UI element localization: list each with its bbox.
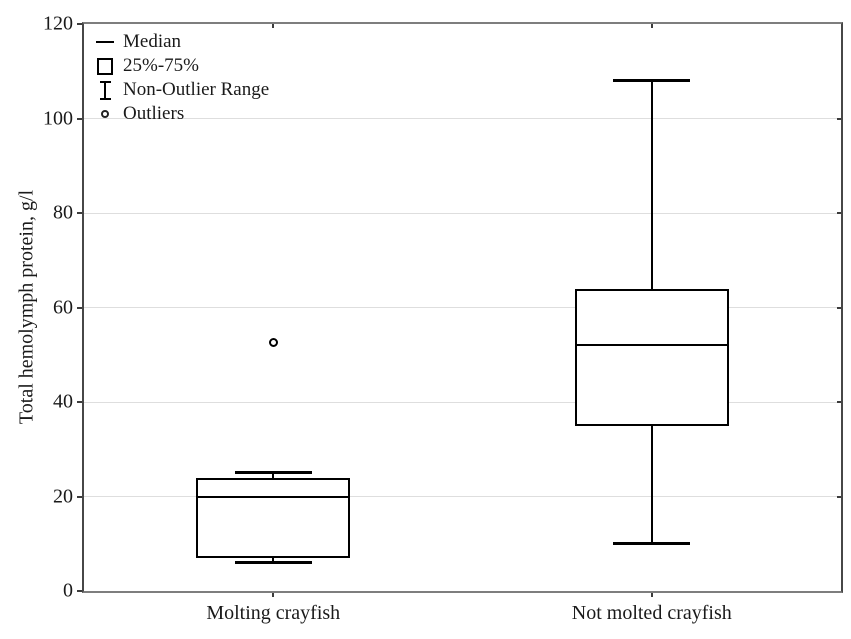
whisker-stem — [272, 472, 275, 478]
whisker-stem — [650, 80, 653, 289]
y-tick-label: 100 — [43, 107, 73, 130]
plot-area: Median 25%-75% Non-Outlier Range Outlier… — [82, 22, 843, 593]
whisker-cap — [613, 79, 691, 83]
right-axis-tick — [837, 212, 841, 214]
right-axis-tick — [837, 401, 841, 403]
legend-icon-box — [94, 80, 116, 100]
x-axis-tick — [272, 593, 275, 597]
whisker-cap — [234, 471, 312, 475]
y-axis-tick — [77, 401, 82, 403]
legend-item-outliers: Outliers — [94, 102, 269, 126]
legend: Median 25%-75% Non-Outlier Range Outlier… — [94, 30, 269, 126]
legend-icon-box — [94, 41, 116, 43]
y-tick-label: 120 — [43, 12, 73, 35]
y-axis-tick — [77, 212, 82, 214]
y-axis-tick — [77, 117, 82, 120]
y-tick-label: 80 — [53, 201, 73, 224]
gridline — [84, 212, 841, 214]
legend-label: Outliers — [123, 103, 185, 124]
median-line — [574, 344, 729, 347]
iqr-box — [196, 477, 351, 558]
legend-icon-box — [94, 57, 116, 75]
gridline — [84, 307, 841, 308]
legend-item-interquartile: 25%-75% — [94, 54, 269, 78]
y-axis-tick — [77, 495, 82, 498]
x-tick-label: Molting crayfish — [206, 602, 341, 624]
median-line-icon — [96, 41, 114, 43]
legend-item-median: Median — [94, 30, 269, 54]
whisker-cap — [613, 542, 691, 546]
y-tick-label: 40 — [53, 390, 73, 413]
legend-icon-box — [94, 110, 116, 118]
right-axis-tick — [837, 117, 841, 120]
median-line — [196, 495, 351, 498]
x-axis-tick — [650, 593, 653, 597]
y-axis-tick — [77, 23, 82, 25]
legend-item-non-outlier-range: Non-Outlier Range — [94, 78, 269, 102]
whisker-stem — [272, 557, 275, 563]
gridline — [84, 401, 841, 403]
y-axis-tick — [77, 590, 82, 592]
top-axis-tick — [650, 24, 653, 28]
legend-label: Median — [123, 31, 182, 52]
right-axis-tick — [837, 306, 841, 309]
whisker-stem — [650, 425, 653, 544]
outlier-circle-icon — [101, 110, 109, 118]
gridline — [84, 496, 841, 497]
legend-label: 25%-75% — [123, 55, 199, 76]
non-outlier-range-icon — [99, 80, 111, 100]
gridline — [84, 118, 841, 119]
y-tick-label: 20 — [53, 485, 73, 508]
box-icon — [97, 57, 113, 75]
y-axis-tick — [77, 306, 82, 309]
legend-label: Non-Outlier Range — [123, 79, 270, 100]
x-tick-label: Not molted crayfish — [571, 602, 732, 624]
y-tick-label: 0 — [63, 579, 73, 602]
iqr-box — [574, 288, 729, 426]
top-axis-tick — [272, 24, 275, 28]
whisker-cap — [234, 561, 312, 565]
y-tick-label: 60 — [53, 296, 73, 319]
outlier-point — [268, 338, 278, 348]
right-axis-tick — [837, 495, 841, 498]
